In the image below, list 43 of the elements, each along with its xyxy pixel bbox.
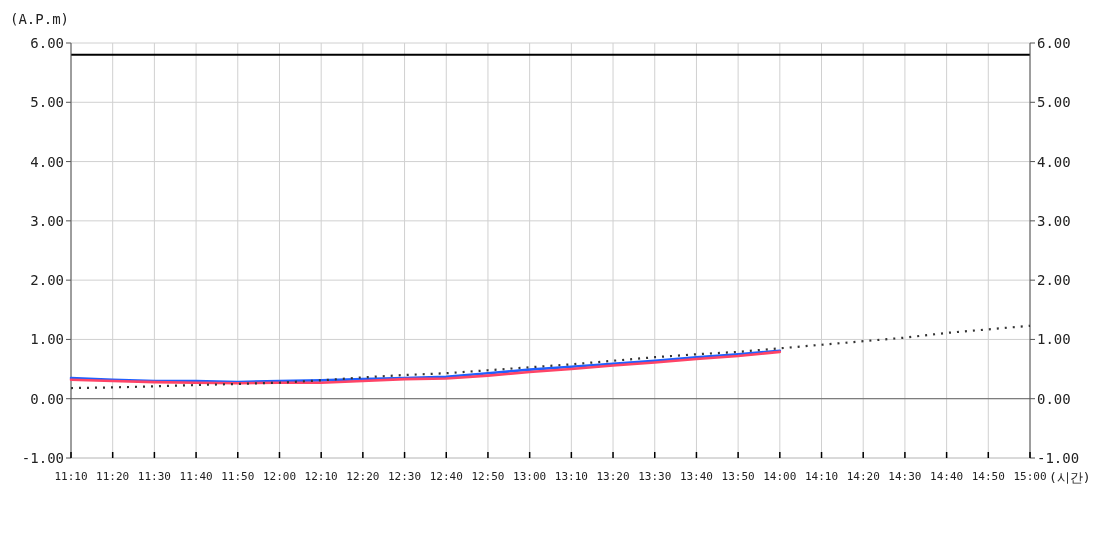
x-tick-label: 12:40 — [429, 470, 463, 483]
x-tick-label: 12:30 — [388, 470, 422, 483]
y2-tick-label: 3.00 — [1037, 212, 1071, 229]
x-tick-label: 12:20 — [346, 470, 380, 483]
x-tick-label: 11:40 — [179, 470, 213, 483]
y2-tick-label: 0.00 — [1037, 390, 1071, 407]
x-axis-title: (시간) — [1049, 470, 1091, 485]
line-series — [69, 324, 1032, 390]
x-tick-label: 11:20 — [96, 470, 130, 483]
x-tick-label: 13:40 — [679, 470, 713, 483]
y-tick-label: 0.00 — [30, 390, 64, 407]
x-tick-label: 12:00 — [262, 470, 297, 483]
y-tick-label: -1.00 — [21, 450, 64, 466]
x-tick-label: 13:00 — [513, 470, 547, 483]
x-tick-label: 14:00 — [763, 470, 797, 483]
x-tick-label: 13:10 — [554, 470, 588, 483]
x-tick-label: 14:30 — [888, 470, 922, 483]
y2-tick-label: 5.00 — [1037, 94, 1071, 111]
x-tick-label: 15:00 — [1013, 470, 1047, 483]
x-tick-label: 14:40 — [930, 470, 964, 483]
y2-tick-label: -1.00 — [1037, 450, 1080, 466]
y-tick-label: 2.00 — [30, 272, 64, 289]
y-tick-label: 6.00 — [30, 35, 64, 51]
x-tick-label: 14:20 — [846, 470, 880, 483]
y-tick-label: 3.00 — [30, 212, 64, 229]
x-tick-label: 12:10 — [304, 470, 338, 483]
x-tick-label: 11:50 — [221, 470, 255, 483]
y-tick-label: 4.00 — [30, 153, 64, 170]
y2-tick-label: 4.00 — [1037, 153, 1071, 170]
x-tick-label: 11:10 — [54, 470, 88, 483]
x-tick-label: 13:50 — [721, 470, 755, 483]
y-axis-title: (A.P.m) — [10, 11, 70, 27]
y2-tick-label: 1.00 — [1037, 331, 1071, 348]
x-tick-label: 14:10 — [804, 470, 839, 483]
x-tick-label: 12:50 — [471, 470, 505, 483]
x-tick-label: 13:30 — [638, 470, 672, 483]
y-tick-label: 5.00 — [30, 94, 64, 111]
y2-tick-label: 2.00 — [1037, 272, 1071, 289]
y2-tick-label: 6.00 — [1037, 35, 1071, 51]
x-tick-label: 14:50 — [971, 470, 1005, 483]
x-tick-label: 13:20 — [596, 470, 630, 483]
y-tick-label: 1.00 — [30, 331, 64, 348]
x-tick-label: 11:30 — [137, 470, 171, 483]
